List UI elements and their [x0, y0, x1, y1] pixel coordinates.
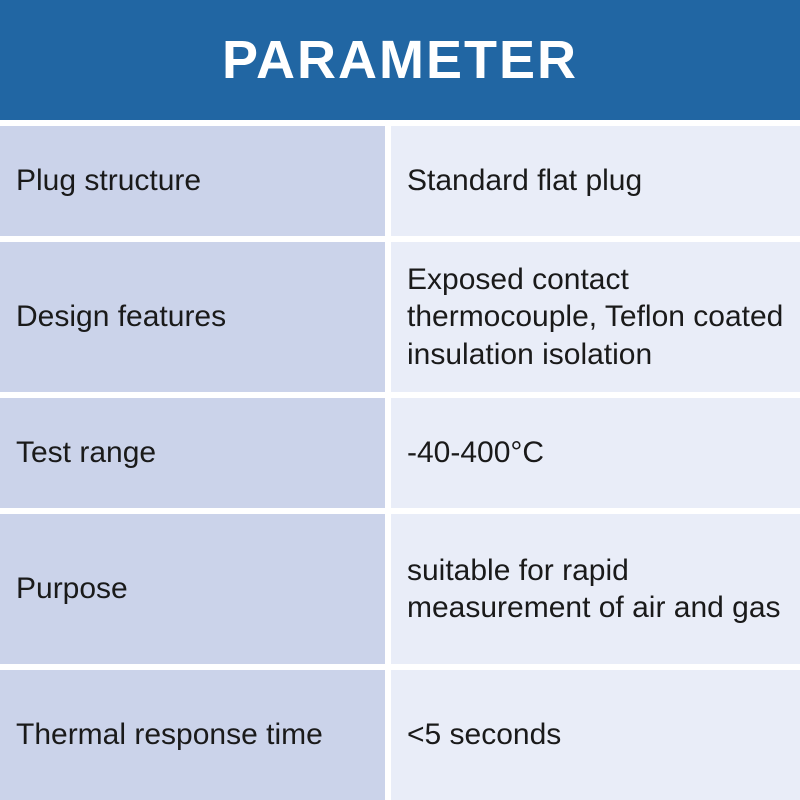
table-row: Thermal response time<5 seconds — [0, 670, 800, 800]
param-label: Purpose — [0, 514, 385, 664]
parameter-table: Plug structureStandard flat plugDesign f… — [0, 120, 800, 800]
table-row: Plug structureStandard flat plug — [0, 126, 800, 236]
param-value: suitable for rapid measurement of air an… — [391, 514, 800, 664]
param-label: Thermal response time — [0, 670, 385, 800]
param-value: Exposed contact thermocouple, Teflon coa… — [391, 242, 800, 392]
param-value: <5 seconds — [391, 670, 800, 800]
table-row: Purposesuitable for rapid measurement of… — [0, 514, 800, 664]
table-header: PARAMETER — [0, 0, 800, 120]
param-label: Design features — [0, 242, 385, 392]
param-label: Test range — [0, 398, 385, 508]
table-title: PARAMETER — [222, 29, 578, 91]
table-row: Test range-40-400°C — [0, 398, 800, 508]
table-row: Design featuresExposed contact thermocou… — [0, 242, 800, 392]
param-value: Standard flat plug — [391, 126, 800, 236]
param-label: Plug structure — [0, 126, 385, 236]
param-value: -40-400°C — [391, 398, 800, 508]
